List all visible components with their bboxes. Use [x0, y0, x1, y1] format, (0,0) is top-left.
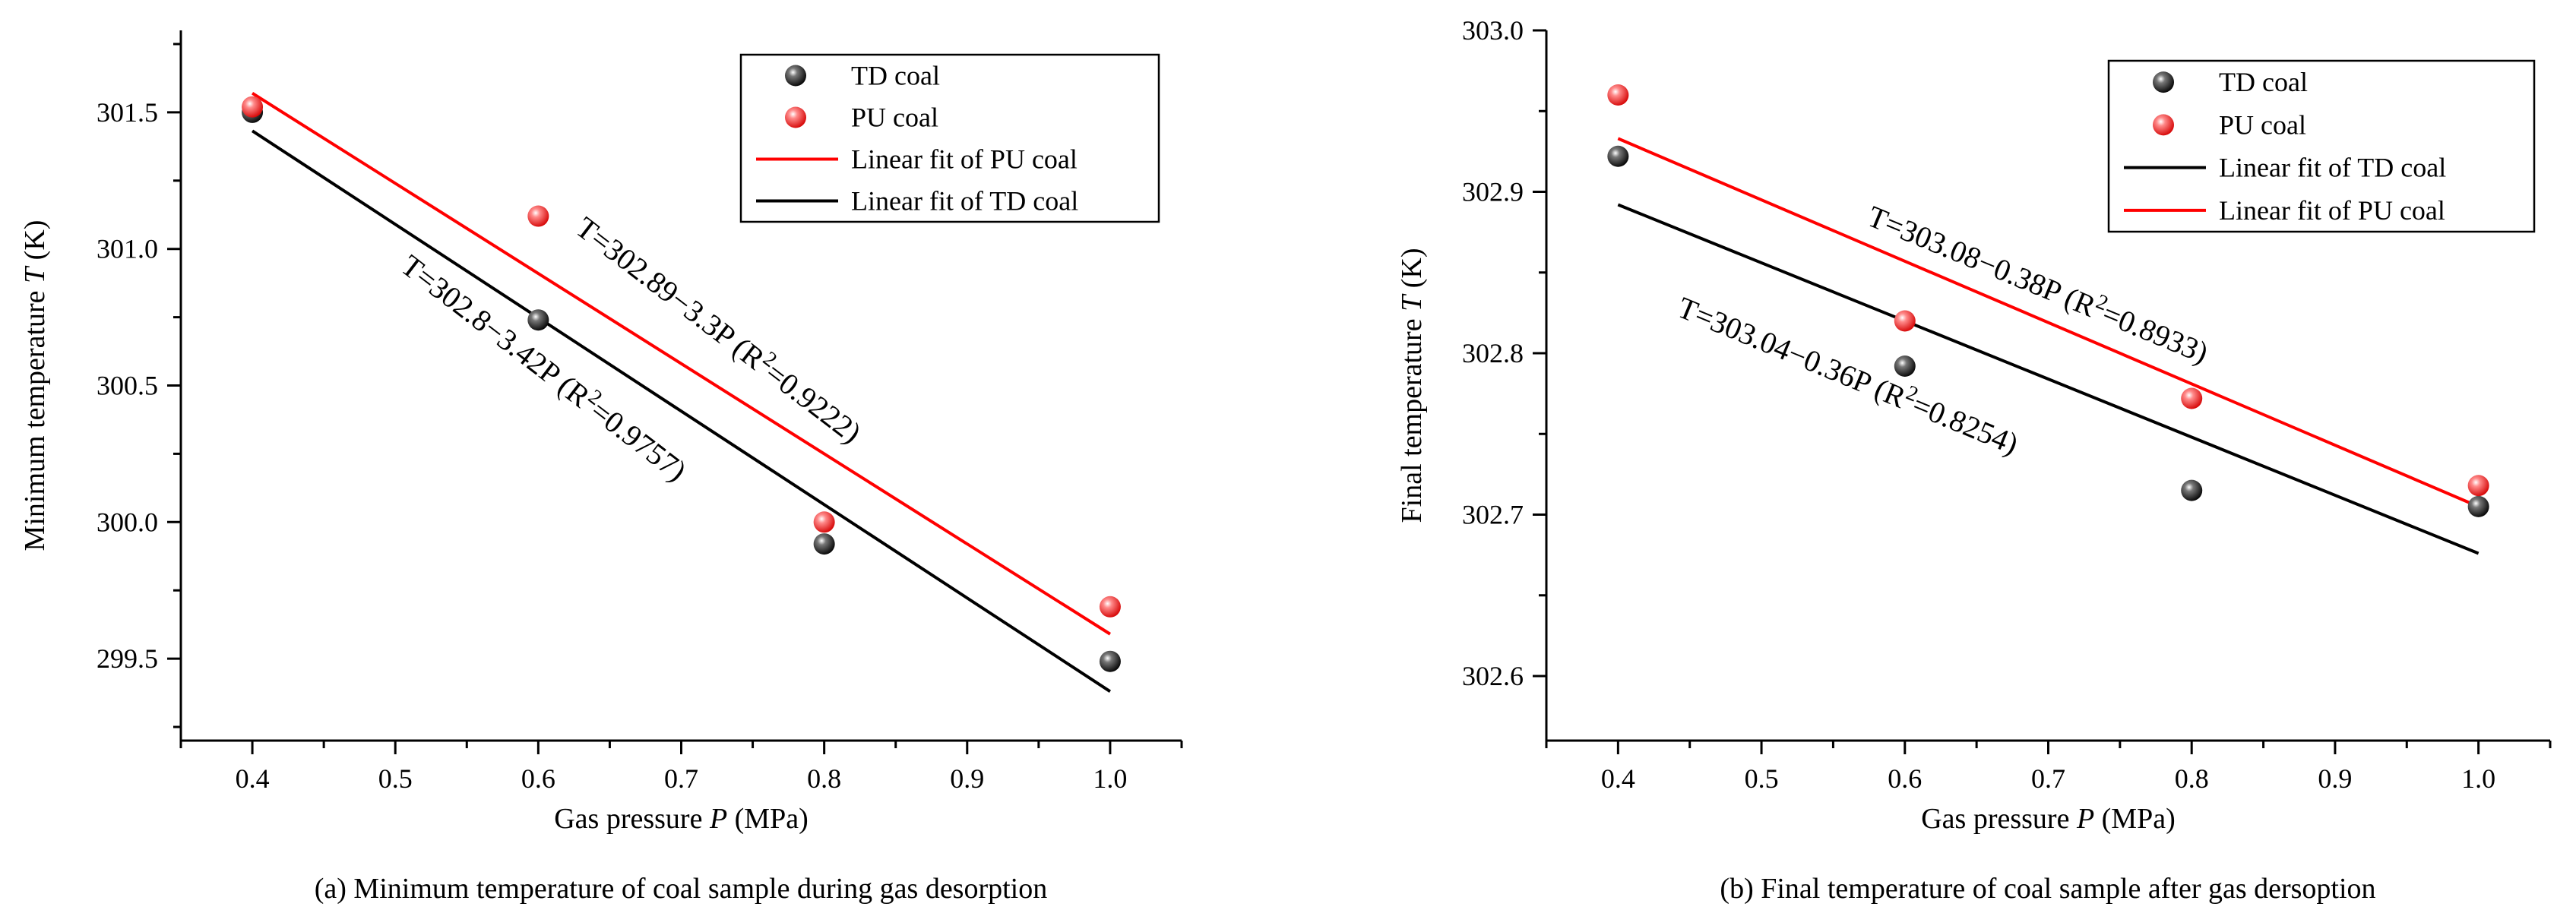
x-axis-title: Gas pressure P (MPa)	[554, 803, 809, 835]
pu-data-point	[1607, 84, 1629, 106]
x-tick-label: 0.4	[236, 763, 270, 794]
x-tick-label: 0.6	[521, 763, 555, 794]
legend-label: TD coal	[851, 61, 940, 91]
td-data-point	[813, 533, 835, 555]
x-tick-label: 1.0	[2461, 763, 2495, 794]
y-tick-label: 302.9	[1462, 177, 1524, 207]
legend-marker	[2153, 114, 2174, 136]
x-axis-title: Gas pressure P (MPa)	[1921, 803, 2176, 835]
pu-data-point	[813, 511, 835, 533]
chart-b: 0.4 0.5 0.6 0.7 0.8 0.9 1.0 302.6 302.7 302.8 302.…	[1396, 15, 2552, 905]
legend-label: PU coal	[2219, 109, 2306, 140]
x-tick-label: 0.8	[2175, 763, 2209, 794]
legend-marker	[785, 65, 806, 87]
y-tick-label: 302.8	[1462, 338, 1524, 368]
td-data-point	[1099, 650, 1121, 672]
td-fit-line	[1617, 203, 2479, 555]
x-tick-label: 0.5	[1745, 763, 1779, 794]
pu-data-point	[2181, 387, 2203, 409]
legend: TD coal PU coal Linear fit of TD coal Linea…	[2107, 59, 2536, 233]
pu-data-point	[1894, 310, 1916, 332]
y-axis-title: Minimum temperature T (K)	[19, 220, 51, 551]
legend-label: Linear fit of PU coal	[851, 144, 1078, 175]
x-tick-label: 0.4	[1601, 763, 1635, 794]
legend-label: Linear fit of TD coal	[851, 186, 1078, 216]
pu-fit-line	[1617, 137, 2479, 508]
y-tick-label: 303.0	[1462, 15, 1524, 46]
legend-box	[739, 53, 1160, 223]
figure-caption: (a) Minimum temperature of coal sample d…	[315, 873, 1048, 905]
legend-label: Linear fit of TD coal	[2219, 153, 2446, 183]
x-tick-label: 0.9	[2318, 763, 2352, 794]
legend-label: Linear fit of PU coal	[2219, 195, 2445, 226]
y-tick-label: 301.5	[97, 97, 158, 128]
figure-caption: (b) Final temperature of coal sample aft…	[1720, 873, 2375, 905]
y-tick-label: 302.6	[1462, 661, 1524, 691]
pu-data-point	[242, 96, 264, 118]
pu-data-point	[1099, 596, 1121, 618]
td-data-point	[527, 309, 549, 331]
x-tick-label: 0.7	[2031, 763, 2065, 794]
legend: TD coal PU coal Linear fit of PU coal Linea…	[739, 53, 1160, 223]
x-tick-label: 1.0	[1093, 763, 1127, 794]
legend-label: TD coal	[2219, 67, 2308, 97]
td-data-point	[1607, 145, 1629, 167]
y-tick-label: 300.0	[97, 507, 158, 537]
fit-equation-label: T=303.04−0.36P (R2=0.8254)	[1673, 288, 2024, 462]
y-tick-label: 302.7	[1462, 500, 1524, 530]
pu-data-point	[2467, 475, 2489, 497]
legend-box	[2107, 59, 2536, 233]
legend-marker	[2153, 71, 2174, 93]
x-tick-label: 0.5	[378, 763, 413, 794]
y-tick-label: 300.5	[97, 371, 158, 401]
x-tick-label: 0.9	[950, 763, 984, 794]
td-fit-line	[251, 129, 1112, 693]
pu-data-point	[527, 205, 549, 227]
x-tick-label: 0.7	[664, 763, 698, 794]
td-data-point	[1894, 355, 1916, 377]
y-axis-title: Final temperature T (K)	[1396, 248, 1428, 523]
legend-marker	[785, 106, 806, 128]
y-tick-label: 299.5	[97, 643, 158, 674]
pu-fit-line	[252, 92, 1111, 636]
x-tick-label: 0.8	[807, 763, 841, 794]
y-tick-label: 301.0	[97, 234, 158, 264]
td-data-point	[2181, 479, 2203, 501]
chart-a: 0.4 0.5 0.6 0.7 0.8 0.9 1.0 299.5 300.0 300.5 301.…	[19, 30, 1183, 905]
td-data-point	[2467, 495, 2489, 517]
x-tick-label: 0.6	[1888, 763, 1922, 794]
legend-label: PU coal	[851, 103, 938, 133]
